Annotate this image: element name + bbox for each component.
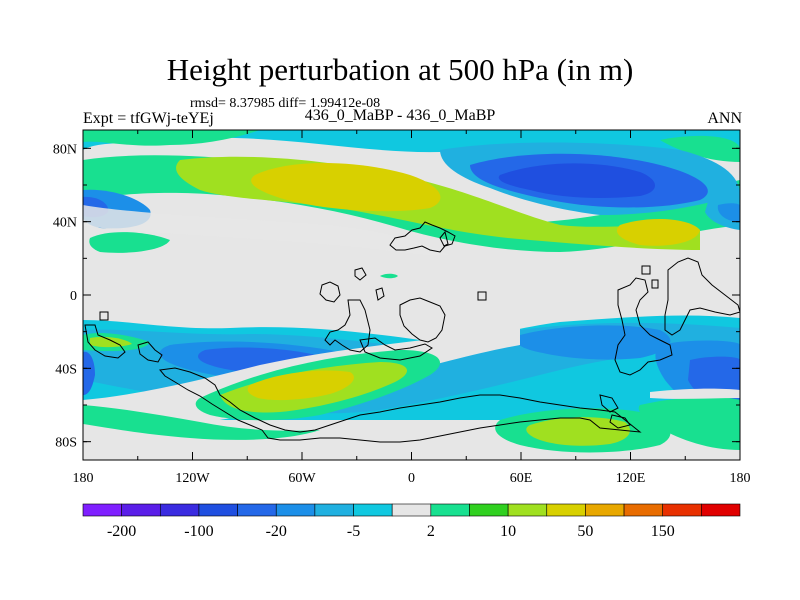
x-tick-label: 60E — [510, 471, 533, 486]
contour-field — [83, 130, 740, 460]
colorbar-label: 50 — [577, 523, 593, 540]
colorbar-swatch — [198, 503, 238, 517]
x-tick-label: 120E — [616, 471, 646, 486]
colorbar-swatch — [585, 503, 625, 517]
colorbar-swatch — [469, 503, 509, 517]
y-tick-label: 40S — [55, 362, 77, 377]
season-label: ANN — [707, 110, 742, 127]
colorbar-swatch — [662, 503, 702, 517]
colorbar: -200 -100 -20 -5 2 10 50 150 — [82, 503, 741, 540]
stats-text: rmsd= 8.37985 diff= 1.99412e-08 — [190, 96, 381, 111]
y-tick-label: 80N — [53, 142, 77, 157]
y-tick-label: 80S — [55, 436, 77, 451]
experiment-diff-subtitle: 436_0_MaBP - 436_0_MaBP — [304, 107, 496, 124]
colorbar-swatch — [314, 503, 354, 517]
colorbar-swatch — [507, 503, 548, 517]
colorbar-swatch — [159, 503, 200, 517]
colorbar-swatch — [237, 503, 277, 517]
colorbar-label: 10 — [500, 523, 516, 540]
colorbar-swatch — [623, 503, 664, 517]
colorbar-label: 2 — [427, 523, 435, 540]
x-tick-label: 120W — [175, 471, 210, 486]
colorbar-swatch — [701, 503, 741, 517]
colorbar-swatch — [430, 503, 470, 517]
colorbar-label: -200 — [107, 523, 136, 540]
y-tick-label: 0 — [70, 289, 77, 304]
colorbar-swatch — [82, 503, 122, 517]
colorbar-label: 150 — [651, 523, 675, 540]
colorbar-swatch — [391, 503, 432, 517]
colorbar-label: -5 — [347, 523, 360, 540]
colorbar-swatch — [275, 503, 316, 517]
y-axis-ticks: 80N 40N 0 40S 80S — [53, 142, 740, 451]
expt-label: Expt = tfGWj-teYEj — [83, 110, 214, 127]
x-tick-label: 180 — [730, 471, 751, 486]
chart-title: Height perturbation at 500 hPa (in m) — [166, 52, 634, 87]
x-tick-label: 0 — [408, 471, 415, 486]
coastlines — [84, 221, 740, 443]
x-tick-label: 180 — [73, 471, 94, 486]
colorbar-label: -100 — [184, 523, 213, 540]
colorbar-swatch — [121, 503, 161, 517]
x-tick-label: 60W — [288, 471, 316, 486]
x-axis-ticks: 180 120W 60W 0 60E 120E 180 — [73, 130, 751, 486]
y-tick-label: 40N — [53, 216, 77, 231]
colorbar-swatch — [353, 503, 393, 517]
colorbar-label: -20 — [266, 523, 287, 540]
colorbar-swatch — [546, 503, 586, 517]
